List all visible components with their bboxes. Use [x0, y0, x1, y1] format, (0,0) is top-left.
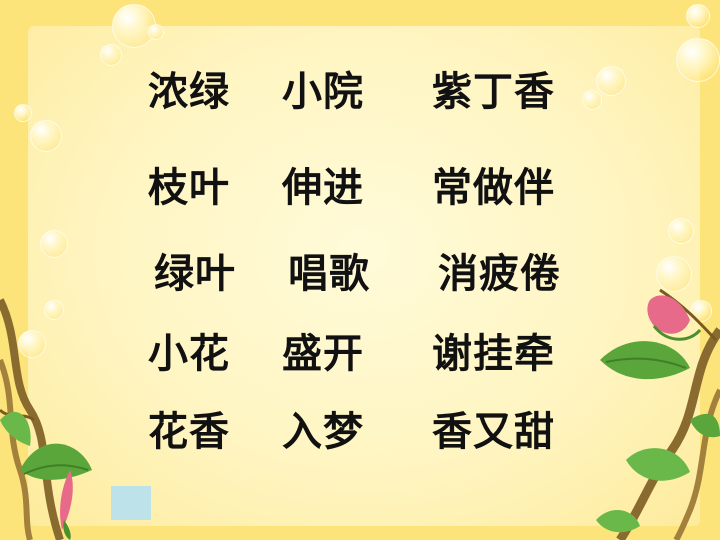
word-r1c2: 小院 [282, 69, 364, 115]
word-r1c1: 浓绿 [148, 69, 230, 115]
word-r3c1: 绿叶 [154, 251, 236, 297]
word-r5c1: 花香 [148, 409, 230, 455]
bubble-decoration [656, 256, 692, 292]
word-r2c3: 常做伴 [432, 165, 555, 211]
word-r5c3: 香又甜 [432, 409, 555, 455]
bubble-decoration [690, 300, 712, 322]
word-r4c1: 小花 [148, 331, 230, 377]
bubble-decoration [596, 66, 626, 96]
word-r3c3: 消疲倦 [438, 251, 561, 297]
word-r4c2: 盛开 [282, 331, 364, 377]
bubble-decoration [44, 300, 64, 320]
bubble-decoration [582, 90, 602, 110]
word-r2c1: 枝叶 [148, 165, 230, 211]
bubble-decoration [686, 4, 710, 28]
bubble-decoration [668, 218, 694, 244]
word-r3c2: 唱歌 [288, 251, 370, 297]
bubble-decoration [40, 230, 68, 258]
word-r1c3: 紫丁香 [432, 69, 555, 115]
word-r4c3: 谢挂牵 [432, 331, 555, 377]
bubble-decoration [112, 4, 156, 48]
bubble-decoration [18, 330, 46, 358]
bubble-decoration [14, 104, 32, 122]
word-r2c2: 伸进 [282, 165, 364, 211]
word-r5c2: 入梦 [282, 409, 364, 455]
bubble-decoration [148, 24, 164, 40]
nav-square-button[interactable] [111, 486, 151, 520]
bubble-decoration [100, 44, 122, 66]
bubble-decoration [30, 120, 62, 152]
